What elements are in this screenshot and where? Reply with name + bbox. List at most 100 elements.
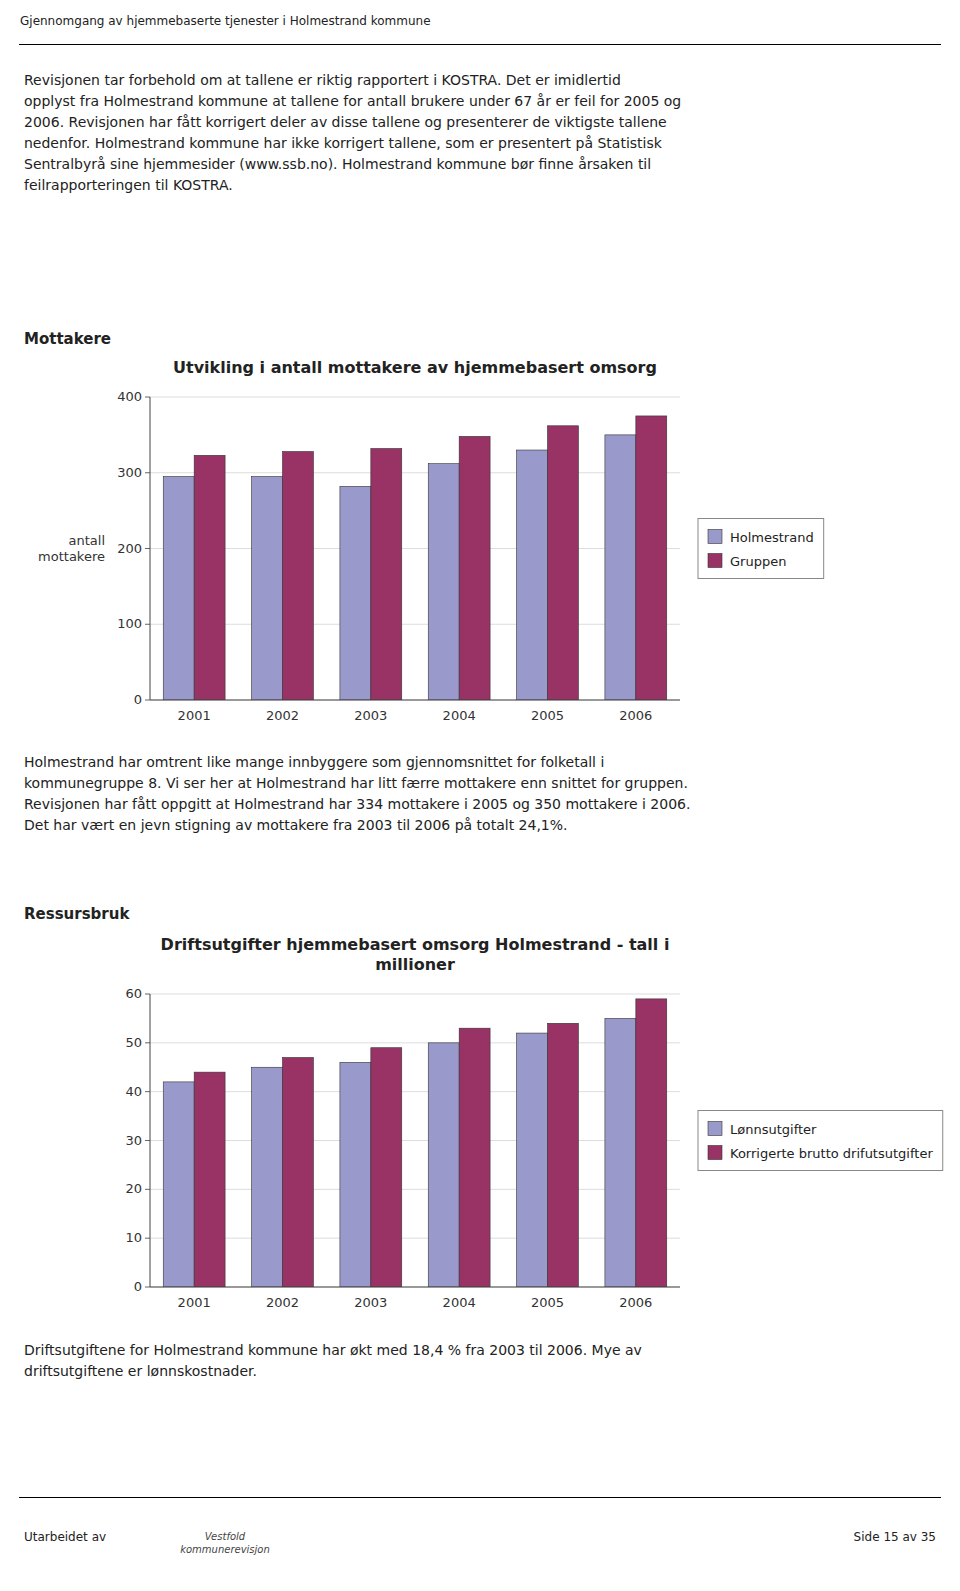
bar [371,449,402,700]
legend-label: Korrigerte brutto drifutsutgifter [730,1146,933,1161]
footer-rule [19,1497,941,1498]
bar [605,435,636,700]
page-title: Gjennomgang av hjemmebaserte tjenester i… [20,14,431,28]
chart: Driftsutgifter hjemmebasert omsorg Holme… [0,932,960,1327]
bar [459,1028,490,1287]
y-tick [145,624,150,625]
bar [194,455,225,700]
y-tick-label: 0 [134,692,142,707]
paragraph-line: Sentralbyrå sine hjemmesider (www.ssb.no… [24,154,681,175]
legend-swatch [708,1146,722,1160]
y-tick-label: 20 [125,1181,142,1196]
y-tick [145,548,150,549]
bar [194,1072,225,1287]
y-tick-label: 50 [125,1035,142,1050]
y-tick [145,1238,150,1239]
legend-swatch [708,554,722,568]
y-tick-label: 100 [117,616,142,631]
bar [459,436,490,700]
y-tick [145,1189,150,1190]
bar [548,1023,579,1287]
bar [163,1082,194,1287]
bars [163,416,667,700]
footer-logo: Vestfold kommunerevisjon [165,1530,285,1556]
x-tick-label: 2006 [619,1295,652,1310]
x-axis [150,700,680,701]
y-tick-label: 40 [125,1084,142,1099]
paragraph-line: driftsutgiftene er lønnskostnader. [24,1361,642,1382]
bar [340,1062,371,1287]
y-tick [145,700,150,701]
x-tick-label: 2005 [531,708,564,723]
legend-frame [698,1111,943,1171]
paragraph-line: 2006. Revisjonen har fått korrigert dele… [24,112,681,133]
paragraph: Revisjonen tar forbehold om at tallene e… [24,70,681,196]
header-rule [19,44,941,45]
grid-line [150,1238,680,1239]
y-tick [145,397,150,398]
y-tick-label: 400 [117,389,142,404]
x-tick-label: 2006 [619,708,652,723]
chart-title: Utvikling i antall mottakere av hjemmeba… [173,358,657,377]
x-tick-label: 2001 [178,708,211,723]
legend-swatch [708,1122,722,1136]
bar [340,486,371,700]
bar [517,1033,548,1287]
legend-label: Holmestrand [730,530,814,545]
bar [605,1018,636,1287]
chart-title: Driftsutgifter hjemmebasert omsorg Holme… [161,935,670,974]
y-tick [145,472,150,473]
grid-line [150,1091,680,1092]
x-tick-label: 2002 [266,1295,299,1310]
x-tick-label: 2001 [178,1295,211,1310]
paragraph-line: Holmestrand har omtrent like mange innby… [24,752,690,773]
x-tick-label: 2005 [531,1295,564,1310]
y-tick-label: 30 [125,1133,142,1148]
x-tick-label: 2003 [354,1295,387,1310]
y-axis-label: antallmottakere [38,533,105,564]
x-tick-label: 2002 [266,708,299,723]
paragraph-line: Revisjonen har fått oppgitt at Holmestra… [24,794,690,815]
legend-swatch [708,530,722,544]
y-tick [145,1091,150,1092]
bar [283,452,314,700]
bar [548,426,579,700]
section-label: Mottakere [24,330,111,348]
grid-line [150,700,680,701]
y-tick [145,1140,150,1141]
grid-line [150,1189,680,1190]
y-axis [150,994,151,1287]
x-tick-label: 2003 [354,708,387,723]
bar [636,999,667,1287]
grid-line [150,994,680,995]
paragraph-line: Det har vært en jevn stigning av mottake… [24,815,690,836]
y-tick [145,994,150,995]
grid-line [150,472,680,473]
grid-line [150,1287,680,1288]
paragraph: Driftsutgiftene for Holmestrand kommune … [24,1340,642,1382]
bar [428,1043,459,1287]
grid-line [150,1140,680,1141]
bar [163,477,194,700]
grid-line [150,624,680,625]
bars [163,999,667,1287]
legend-label: Lønnsutgifter [730,1122,817,1137]
legend-frame [698,519,824,579]
paragraph-line: kommunegruppe 8. Vi ser her at Holmestra… [24,773,690,794]
footer-left: Utarbeidet av [24,1530,106,1544]
y-axis [150,397,151,700]
legend: Lønnsutgifter Korrigerte brutto drifutsut… [698,1111,943,1171]
grid-line [150,1042,680,1043]
y-tick-label: 300 [117,465,142,480]
bar [371,1048,402,1287]
footer-right: Side 15 av 35 [854,1530,936,1544]
x-tick-label: 2004 [443,708,476,723]
paragraph-line: Driftsutgiftene for Holmestrand kommune … [24,1340,642,1361]
bar [636,416,667,700]
chart: Utvikling i antall mottakere av hjemmeba… [0,355,960,740]
paragraph-line: nedenfor. Holmestrand kommune har ikke k… [24,133,681,154]
x-axis [150,1287,680,1288]
legend-label: Gruppen [730,554,786,569]
y-tick-label: 60 [125,986,142,1001]
y-tick-label: 200 [117,541,142,556]
